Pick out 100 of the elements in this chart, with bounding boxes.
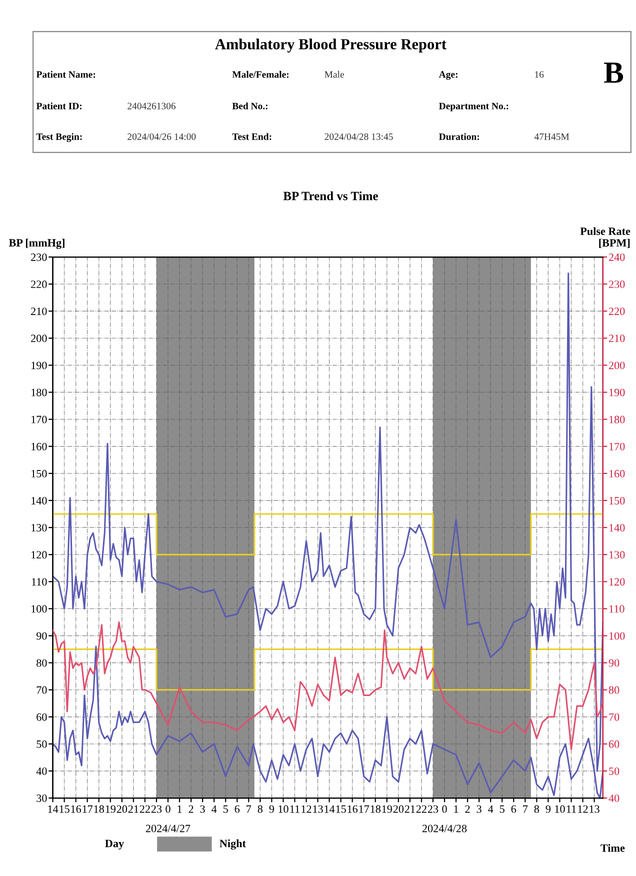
y2-tick-label: 120 bbox=[609, 578, 625, 586]
text: Patient Name: bbox=[36, 70, 96, 78]
y2-tick-label: 50 bbox=[609, 767, 620, 775]
x-tick-label: 17 bbox=[82, 805, 93, 813]
text: 2024/4/28 bbox=[422, 824, 467, 832]
x-axis-title: Time bbox=[600, 844, 625, 852]
y2-tick-label: 60 bbox=[608, 740, 620, 748]
y2-tick-label: 80 bbox=[608, 686, 620, 694]
x-tick-label: 13 bbox=[313, 805, 323, 813]
y2-tick-label: 40 bbox=[608, 794, 620, 802]
x-tick-label: 4 bbox=[488, 805, 494, 813]
y-tick-label: 50 bbox=[36, 740, 47, 748]
y2-tick-label: 210 bbox=[608, 334, 625, 342]
y2-tick-label: 140 bbox=[609, 524, 625, 532]
x-tick-label: 3 bbox=[476, 805, 482, 813]
text: Night bbox=[220, 839, 246, 850]
x-tick-label: 19 bbox=[382, 805, 392, 813]
x-tick-label: 9 bbox=[546, 805, 551, 813]
x-tick-label: 0 bbox=[166, 805, 170, 813]
y2-tick-label: 240 bbox=[608, 253, 625, 261]
y-tick-label: 110 bbox=[32, 578, 47, 586]
text: Day bbox=[105, 840, 124, 850]
x-tick-label: 20 bbox=[393, 805, 404, 813]
y-tick-label: 130 bbox=[32, 524, 47, 532]
y-tick-label: 230 bbox=[31, 253, 47, 261]
x-tick-label: 5 bbox=[500, 805, 504, 813]
y2-tick-label: 100 bbox=[609, 632, 625, 640]
y-tick-label: 150 bbox=[32, 470, 47, 478]
y-tick-label: 170 bbox=[32, 416, 47, 424]
x-tick-label: 20 bbox=[116, 805, 128, 813]
y2-tick-label: 200 bbox=[608, 362, 625, 370]
text: B bbox=[604, 62, 624, 83]
y2-tick-label: 170 bbox=[609, 442, 625, 450]
x-tick-label: 0 bbox=[442, 805, 447, 813]
text: Age: bbox=[438, 71, 458, 80]
x-tick-label: 16 bbox=[71, 805, 82, 813]
text: 2024/04/26 14:00 bbox=[128, 133, 196, 140]
y-tick-label: 70 bbox=[36, 686, 47, 694]
y-tick-label: 200 bbox=[31, 334, 47, 342]
x-tick-label: 11 bbox=[290, 805, 300, 813]
text: Test Begin: bbox=[36, 133, 82, 142]
x-tick-label: 7 bbox=[246, 805, 252, 813]
text: 2404261306 bbox=[128, 102, 176, 110]
chart-subtitle: BP Trend vs Time bbox=[283, 191, 378, 200]
x-tick-label: 23 bbox=[428, 805, 438, 813]
x-tick-label: 11 bbox=[566, 805, 576, 813]
x-tick-label: 16 bbox=[348, 805, 358, 813]
text: Patient ID: bbox=[36, 102, 82, 110]
y-tick-label: 100 bbox=[32, 605, 47, 613]
x-tick-label: 6 bbox=[234, 805, 240, 813]
y2-tick-label: 90 bbox=[608, 659, 620, 667]
x-tick-label: 19 bbox=[106, 805, 116, 813]
x-tick-label: 15 bbox=[60, 805, 70, 813]
text: Male/Female: bbox=[232, 70, 288, 78]
x-tick-label: 2 bbox=[465, 805, 470, 813]
x-tick-label: 8 bbox=[534, 805, 540, 813]
x-tick-label: 14 bbox=[324, 805, 335, 813]
x-tick-label: 18 bbox=[370, 805, 381, 813]
x-tick-label: 8 bbox=[258, 805, 263, 813]
x-tick-label: 6 bbox=[511, 805, 516, 813]
y-tick-label: 220 bbox=[31, 280, 47, 288]
y2-tick-label: 130 bbox=[609, 551, 625, 559]
y-tick-label: 120 bbox=[32, 551, 47, 559]
chart-title: Ambulatory Blood Pressure Report bbox=[215, 38, 446, 52]
y-tick-label: 30 bbox=[36, 794, 47, 802]
y2-tick-label: 150 bbox=[609, 496, 625, 504]
y-tick-label: 90 bbox=[36, 632, 47, 640]
y-tick-label: 210 bbox=[31, 308, 47, 316]
y2-axis-title: Pulse Rate [BPM] bbox=[580, 227, 630, 248]
x-tick-label: 1 bbox=[178, 805, 182, 813]
y-tick-label: 160 bbox=[32, 442, 47, 450]
y2-tick-label: 160 bbox=[609, 470, 625, 478]
x-tick-label: 10 bbox=[555, 805, 565, 813]
x-tick-label: 12 bbox=[302, 805, 312, 813]
x-tick-label: 9 bbox=[269, 805, 274, 813]
x-tick-label: 17 bbox=[359, 805, 370, 813]
x-tick-label: 12 bbox=[578, 805, 588, 813]
line-series bbox=[52, 621, 603, 750]
y-tick-label: 190 bbox=[32, 362, 47, 370]
text: Department No.: bbox=[439, 102, 508, 112]
y-tick-label: 80 bbox=[36, 659, 47, 667]
text: Bed No.: bbox=[232, 102, 268, 110]
x-tick-label: 3 bbox=[200, 805, 205, 813]
y2-tick-label: 230 bbox=[608, 280, 625, 288]
x-tick-label: 4 bbox=[212, 805, 217, 813]
x-tick-label: 14 bbox=[48, 805, 58, 813]
y-tick-label: 140 bbox=[32, 496, 47, 504]
x-tick-label: 13 bbox=[590, 805, 600, 813]
x-tick-label: 7 bbox=[523, 805, 528, 813]
y2-tick-label: 110 bbox=[609, 605, 624, 613]
x-tick-label: 5 bbox=[223, 805, 228, 813]
text: Duration: bbox=[439, 133, 480, 140]
text: Male bbox=[324, 70, 344, 78]
y2-tick-label: 190 bbox=[609, 388, 625, 396]
y-tick-label: 40 bbox=[36, 767, 47, 775]
y-axis-title: BP [mmHg] bbox=[8, 238, 64, 249]
y2-tick-label: 180 bbox=[609, 416, 625, 424]
text: 2024/04/28 13:45 bbox=[324, 133, 393, 140]
x-tick-label: 1 bbox=[454, 805, 458, 813]
x-tick-label: 21 bbox=[128, 805, 138, 813]
